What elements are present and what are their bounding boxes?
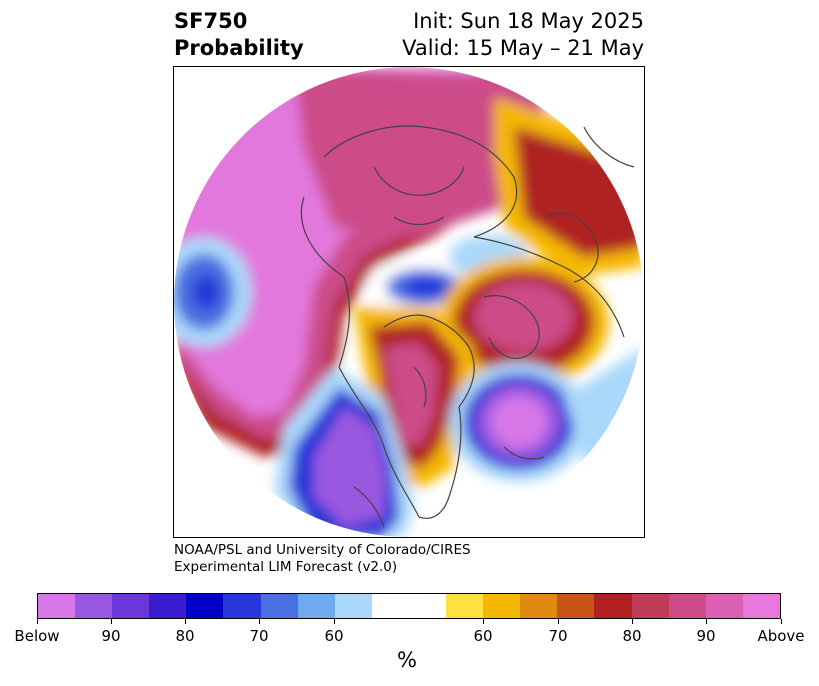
colorbar-tick-label: 60 xyxy=(324,627,344,645)
colorbar-segment xyxy=(668,594,706,618)
colorbar-tick-label: 70 xyxy=(548,627,568,645)
colorbar-segment xyxy=(557,594,595,618)
colorbar-tickmark xyxy=(37,619,38,624)
map-subtitle: Probability xyxy=(174,36,304,60)
colorbar-tick-label: 60 xyxy=(473,627,493,645)
colorbar-unit: % xyxy=(397,648,417,672)
colorbar-segment xyxy=(483,594,521,618)
colorbar-segment xyxy=(75,594,113,618)
map-title: SF750 Probability xyxy=(174,8,304,62)
colorbar-tick-label: 80 xyxy=(175,627,195,645)
colorbar-segment xyxy=(742,594,780,618)
colorbar-tickmark xyxy=(259,619,260,624)
colorbar-tick-label: Below xyxy=(14,627,60,645)
colorbar-tickmark xyxy=(558,619,559,624)
colorbar-tickmark xyxy=(632,619,633,624)
forecast-map xyxy=(174,67,644,537)
colorbar-tickmark xyxy=(185,619,186,624)
credit-line-2: Experimental LIM Forecast (v2.0) xyxy=(174,559,398,575)
credit: NOAA/PSL and University of Colorado/CIRE… xyxy=(174,542,471,576)
colorbar-segment xyxy=(223,594,261,618)
coastlines xyxy=(300,125,635,528)
variable-name: SF750 xyxy=(174,9,248,33)
colorbar-segment xyxy=(520,594,558,618)
colorbar-segment xyxy=(112,594,150,618)
forecast-dates: Init: Sun 18 May 2025 Valid: 15 May – 21… xyxy=(402,8,644,62)
colorbar-segment xyxy=(446,594,484,618)
colorbar-tickmark xyxy=(781,619,782,624)
colorbar-tick-label: 80 xyxy=(622,627,642,645)
colorbar-segment xyxy=(38,594,76,618)
colorbar-tickmark xyxy=(111,619,112,624)
init-date: Init: Sun 18 May 2025 xyxy=(413,9,644,33)
colorbar-tickmark xyxy=(706,619,707,624)
colorbar-tickmark xyxy=(483,619,484,624)
colorbar-segment xyxy=(297,594,335,618)
colorbar-segment xyxy=(594,594,632,618)
colorbar-tick-label: Above xyxy=(757,627,805,645)
colorbar-tick-label: 90 xyxy=(101,627,121,645)
credit-line-1: NOAA/PSL and University of Colorado/CIRE… xyxy=(174,542,471,558)
colorbar-tick-label: 90 xyxy=(696,627,716,645)
colorbar-segment xyxy=(149,594,187,618)
map-panel xyxy=(173,66,645,538)
probability-field xyxy=(174,67,644,537)
colorbar xyxy=(37,593,781,619)
colorbar-segment xyxy=(705,594,743,618)
colorbar-tick-label: 70 xyxy=(249,627,269,645)
colorbar-tickmark xyxy=(334,619,335,624)
colorbar-segment xyxy=(631,594,669,618)
valid-range: Valid: 15 May – 21 May xyxy=(402,36,644,60)
colorbar-segment xyxy=(371,594,447,618)
colorbar-segment xyxy=(186,594,224,618)
colorbar-segment xyxy=(334,594,372,618)
colorbar-segment xyxy=(260,594,298,618)
